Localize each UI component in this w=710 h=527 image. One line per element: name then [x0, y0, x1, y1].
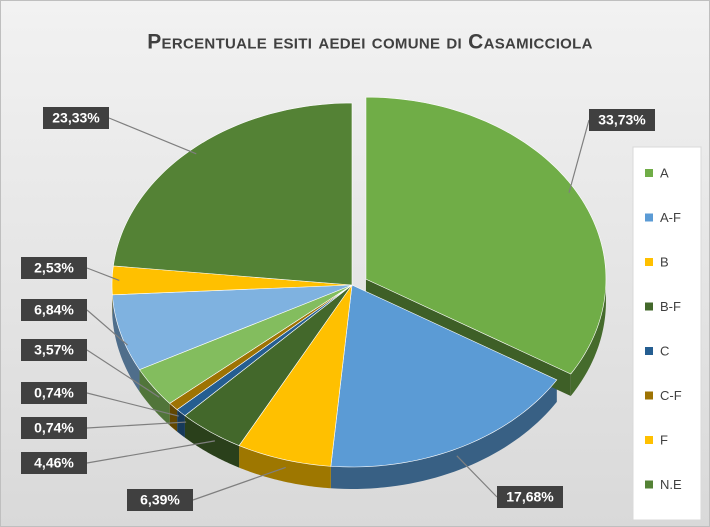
data-label-box [21, 417, 87, 439]
legend [632, 146, 702, 521]
leader-line [108, 117, 197, 155]
slice [184, 284, 353, 446]
slice [111, 265, 353, 296]
data-label: 0,74% [34, 385, 74, 401]
slice [238, 284, 353, 467]
legend-label: C-F [660, 388, 682, 403]
data-label-box [21, 257, 87, 279]
data-label-box [589, 109, 655, 131]
slice [112, 284, 353, 370]
leader-line [86, 440, 215, 464]
data-label: 4,46% [34, 455, 74, 471]
leader-line [86, 421, 187, 429]
leader-line [86, 267, 120, 282]
legend-label: C [660, 343, 669, 358]
legend-label: F [660, 432, 668, 447]
legend-swatch [645, 391, 653, 400]
chart-title: Percentuale esiti aedei comune di Casami… [147, 31, 593, 54]
leader-line [86, 392, 179, 417]
legend-label: N.E [660, 477, 682, 492]
data-label: 33,73% [598, 112, 646, 128]
legend-swatch [645, 258, 653, 266]
data-label-box [21, 382, 87, 404]
legend-swatch [645, 436, 653, 444]
legend-swatch [645, 302, 653, 311]
data-label: 0,74% [34, 420, 74, 436]
data-label: 6,84% [34, 302, 74, 318]
slice [139, 284, 353, 404]
legend-label: A-F [660, 210, 681, 225]
data-label: 17,68% [506, 489, 554, 505]
leader-line [86, 309, 128, 346]
slice-side [177, 409, 185, 438]
slice-side [169, 403, 178, 432]
slice [112, 102, 353, 286]
legend-swatch [645, 480, 653, 489]
data-label: 3,57% [34, 342, 74, 358]
data-label: 6,39% [140, 492, 180, 508]
slice-side [112, 294, 140, 392]
data-label-box [497, 486, 563, 508]
slice-side [239, 445, 331, 489]
legend-label: A [660, 165, 669, 180]
legend-swatch [645, 169, 653, 177]
leader-line [192, 466, 286, 501]
slice [330, 284, 558, 468]
data-label-box [21, 339, 87, 361]
legend-swatch [645, 213, 653, 222]
data-label-box [127, 489, 193, 511]
data-label: 2,53% [34, 260, 74, 276]
slice [365, 96, 607, 375]
data-label: 23,33% [52, 110, 100, 126]
data-label-box [43, 107, 109, 129]
leader-line [456, 455, 498, 498]
data-label-box [21, 452, 87, 474]
leader-line [86, 349, 160, 398]
data-label-box [21, 299, 87, 321]
legend-label: B [660, 254, 669, 269]
slice-side [330, 379, 557, 489]
legend-swatch [645, 347, 653, 355]
leader-line [568, 119, 590, 193]
legend-label: B-F [660, 299, 681, 314]
slice-side [570, 279, 606, 396]
